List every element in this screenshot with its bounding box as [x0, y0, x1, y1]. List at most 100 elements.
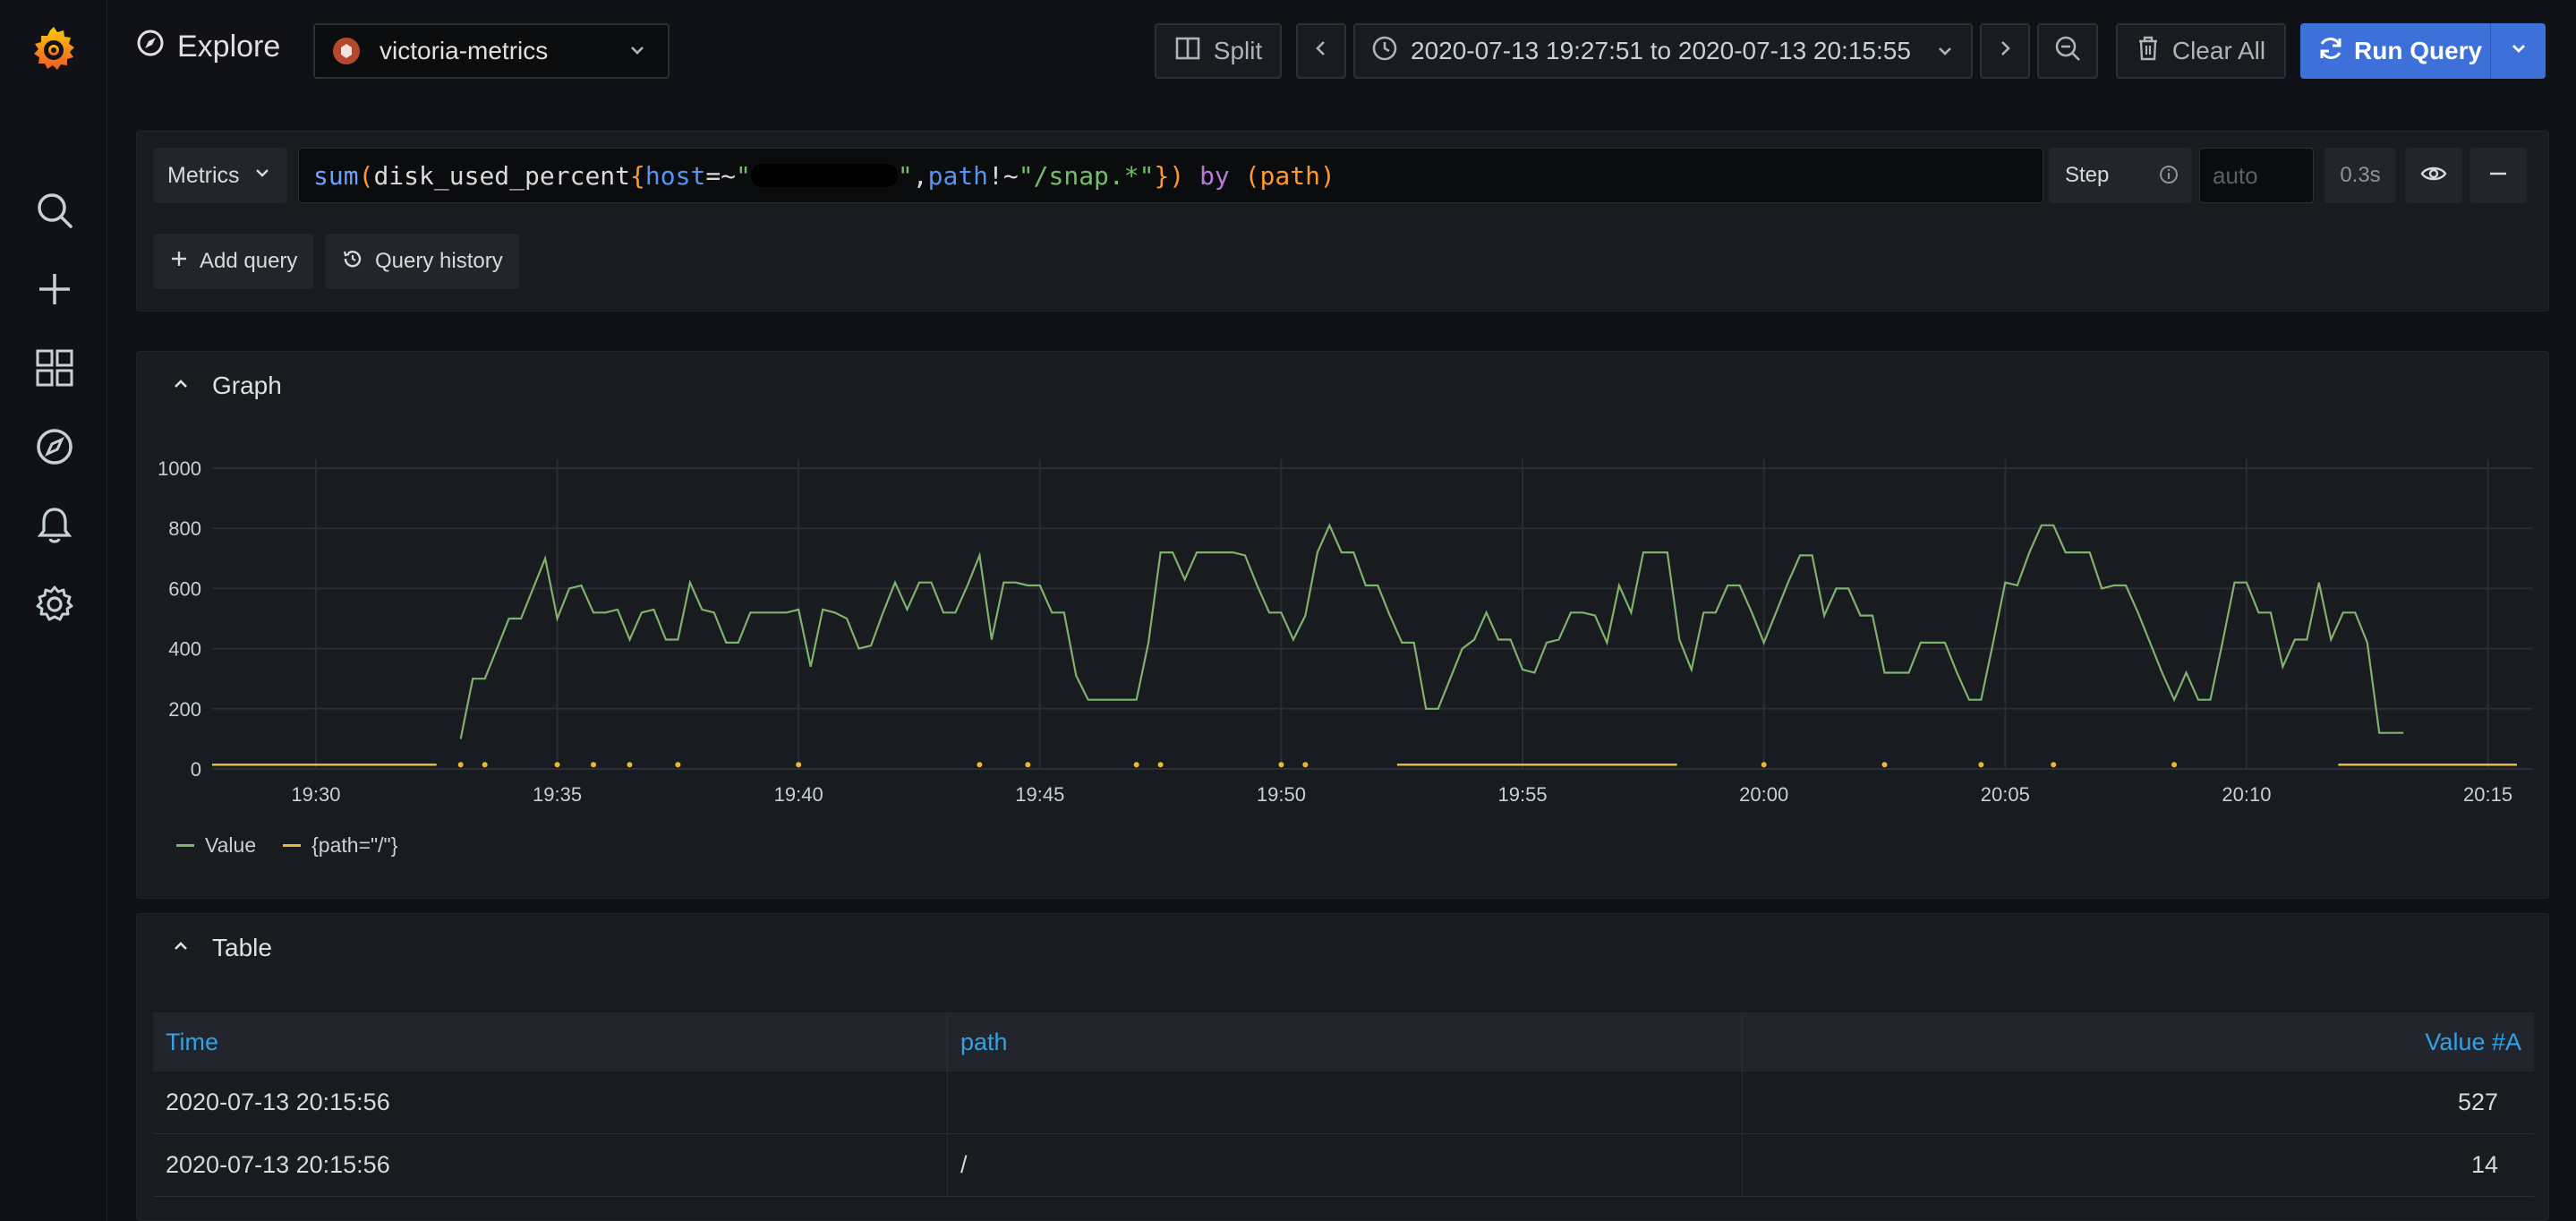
series-value-line — [459, 523, 2404, 739]
legend-item-path[interactable]: {path="/"} — [283, 833, 397, 858]
graph-legend: Value {path="/"} — [176, 833, 397, 858]
datasource-name: victoria-metrics — [380, 37, 549, 64]
zoom-out-icon — [2053, 34, 2082, 69]
x-tick-label: 19:55 — [1498, 783, 1548, 806]
column-header-value[interactable]: Value #A — [2425, 1028, 2521, 1055]
query-group: (path) — [1244, 160, 1335, 191]
chevron-down-icon — [625, 38, 650, 69]
compass-icon[interactable] — [34, 426, 75, 467]
plus-icon[interactable] — [34, 269, 75, 310]
series-path-point — [1133, 762, 1139, 768]
y-tick-label: 400 — [168, 638, 201, 661]
chevron-up-icon — [171, 371, 191, 400]
step-input[interactable]: auto — [2199, 148, 2314, 203]
legend-item-value[interactable]: Value — [176, 833, 256, 858]
cell-time: 2020-07-13 20:15:56 — [153, 1072, 948, 1133]
y-tick-label: 600 — [168, 577, 201, 600]
query-brace: { — [630, 160, 645, 191]
series-path-point — [1157, 762, 1164, 768]
series-path-point — [1881, 762, 1888, 768]
series-path-point — [796, 762, 802, 768]
toggle-visibility-button[interactable] — [2405, 148, 2462, 203]
grafana-logo-icon[interactable] — [27, 23, 81, 77]
table-header[interactable]: Table — [171, 934, 272, 962]
query-history-button[interactable]: Query history — [325, 234, 519, 289]
graph-chart[interactable]: 0 200 400 600 800 1000 19:30 19:35 19:40 19:45 19:… — [137, 352, 2550, 900]
dashboards-icon[interactable] — [34, 347, 75, 388]
x-tick-label: 19:35 — [533, 783, 582, 806]
time-range-picker[interactable]: 2020-07-13 19:27:51 to 2020-07-13 20:15:… — [1353, 23, 1973, 79]
x-tick-label: 19:40 — [774, 783, 823, 806]
trash-icon — [2137, 35, 2160, 68]
time-range-label: 2020-07-13 19:27:51 to 2020-07-13 20:15:… — [1411, 37, 1911, 64]
step-label: Step — [2049, 148, 2192, 203]
query-op: =~ — [705, 160, 737, 191]
query-timing: 0.3s — [2324, 148, 2396, 203]
series-path-point — [2051, 762, 2057, 768]
zoom-out-button[interactable] — [2037, 23, 2098, 79]
search-icon[interactable] — [34, 190, 75, 231]
query-paren-close: ) — [1169, 160, 1185, 191]
clock-icon — [1371, 35, 1398, 68]
time-back-button[interactable] — [1296, 23, 1346, 79]
table-panel: Table Time path Value #A 2020-07-13 20:1… — [136, 913, 2549, 1221]
datasource-picker[interactable]: victoria-metrics — [313, 23, 670, 79]
history-icon — [341, 247, 364, 277]
query-str-close: " — [897, 160, 913, 191]
bell-icon[interactable] — [34, 505, 75, 546]
minus-icon — [2486, 162, 2510, 190]
split-label: Split — [1213, 37, 1263, 64]
column-header-path[interactable]: path — [948, 1012, 1743, 1072]
series-path-point — [1302, 762, 1309, 768]
y-tick-label: 0 — [191, 758, 201, 781]
query-paren: ( — [358, 160, 374, 191]
metrics-label: Metrics — [167, 162, 240, 188]
y-tick-label: 800 — [168, 517, 201, 540]
series-path-point — [2171, 762, 2178, 768]
run-options-button[interactable] — [2490, 23, 2546, 79]
x-tick-label: 20:00 — [1739, 783, 1788, 806]
metrics-dropdown[interactable]: Metrics — [153, 148, 287, 203]
column-header-time[interactable]: Time — [153, 1012, 948, 1072]
redacted-host — [750, 164, 898, 187]
split-button[interactable]: Split — [1155, 23, 1282, 79]
split-icon — [1174, 35, 1201, 68]
time-forward-button[interactable] — [1980, 23, 2030, 79]
chevron-up-icon — [171, 934, 191, 962]
chevron-left-icon — [1310, 37, 1332, 65]
y-tick-label: 1000 — [158, 457, 201, 480]
explore-title-text: Explore — [177, 30, 281, 64]
query-label-path: path — [927, 160, 989, 191]
query-str2: "/snap.*" — [1018, 160, 1155, 191]
series-path-point — [977, 762, 983, 768]
gear-icon[interactable] — [34, 584, 75, 625]
query-metric: disk_used_percent — [373, 160, 631, 191]
query-fn: sum — [313, 160, 359, 191]
cell-path[interactable]: / — [948, 1134, 1743, 1196]
x-tick-label: 20:15 — [2463, 783, 2512, 806]
add-query-label: Add query — [200, 249, 298, 273]
run-query-main[interactable]: Run Query — [2300, 23, 2490, 79]
remove-query-button[interactable] — [2469, 148, 2527, 203]
cell-path[interactable] — [948, 1072, 1743, 1133]
series-path-point — [675, 762, 681, 768]
query-op2: !~ — [988, 160, 1019, 191]
info-icon[interactable] — [2158, 164, 2179, 192]
series-path-point — [482, 762, 488, 768]
clear-all-button[interactable]: Clear All — [2116, 23, 2286, 79]
clear-all-label: Clear All — [2171, 37, 2266, 64]
legend-swatch — [176, 844, 194, 847]
sidebar — [0, 0, 107, 1221]
x-tick-label: 19:50 — [1257, 783, 1306, 806]
table-row: 2020-07-13 20:15:56 527 — [153, 1072, 2534, 1134]
run-query-button[interactable]: Run Query — [2300, 23, 2546, 79]
legend-label: Value — [205, 833, 257, 857]
table-row: 2020-07-13 20:15:56 / 14 — [153, 1134, 2534, 1197]
graph-header[interactable]: Graph — [171, 371, 282, 400]
plus-icon — [169, 249, 189, 275]
graph-title: Graph — [212, 371, 282, 399]
cell-value: 527 — [2457, 1089, 2498, 1115]
run-query-label: Run Query — [2354, 37, 2483, 64]
query-input[interactable]: sum(disk_used_percent{host =~ " ", path !~ "/s… — [298, 148, 2043, 203]
add-query-button[interactable]: Add query — [153, 234, 314, 289]
